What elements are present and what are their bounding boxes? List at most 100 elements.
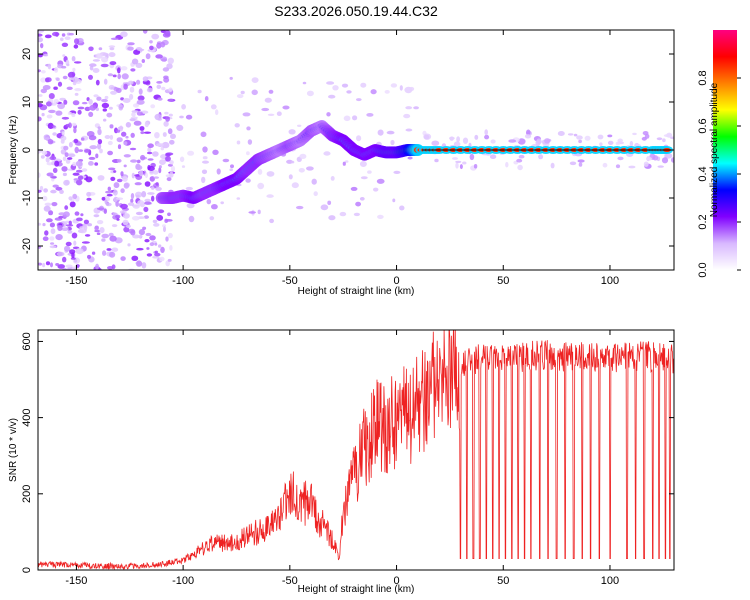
spectrogram-noise-cell	[39, 185, 44, 191]
spectrogram-noise-cell	[57, 224, 63, 231]
spectrogram-noise-cell	[95, 107, 99, 112]
spectrogram-noise-cell	[377, 129, 384, 136]
spectrogram-noise-cell	[140, 154, 146, 161]
spectrogram-noise-cell	[41, 112, 45, 117]
spectrogram-noise-cell	[81, 241, 90, 244]
spectrogram-noise-cell	[188, 215, 195, 223]
x-tick-label: -150	[65, 275, 87, 287]
spectrogram-noise-cell	[162, 32, 171, 38]
spectrogram-noise-cell	[73, 138, 79, 144]
spectrogram-noise-cell	[367, 170, 372, 174]
spectrogram-noise-cell	[136, 247, 144, 251]
spectrogram-noise-cell	[64, 245, 71, 252]
spectrogram-noise-cell	[47, 63, 52, 70]
spectrogram-noise-cell	[186, 202, 195, 209]
spectrogram-noise-cell	[170, 165, 176, 172]
spectrogram-noise-cell	[343, 115, 351, 122]
spectrogram-noise-cell	[51, 202, 58, 207]
spectrogram-noise-cell	[106, 248, 112, 251]
spectrogram-noise-cell	[149, 170, 154, 174]
spectrogram-noise-cell	[359, 161, 367, 167]
spectrogram-noise-cell	[96, 220, 104, 225]
spectrogram-noise-cell	[145, 232, 152, 237]
spectrogram-noise-cell	[109, 134, 114, 140]
spectrogram-noise-cell	[40, 155, 45, 159]
spectrogram-noise-cell	[129, 147, 137, 151]
colorbar-tick-label: 0.2	[697, 214, 709, 229]
spectrogram-noise-cell	[149, 242, 155, 247]
spectrogram-noise-cell	[484, 129, 489, 136]
spectrogram-noise-cell	[95, 79, 100, 86]
spectrogram-noise-cell	[109, 47, 115, 51]
spectrogram-noise-cell	[144, 198, 151, 203]
spectrogram-noise-cell	[152, 151, 159, 157]
spectrogram-noise-cell	[46, 218, 53, 223]
spectrogram-noise-cell	[38, 189, 42, 193]
spectrogram-noise-cell	[42, 223, 46, 227]
spectrogram-noise-cell	[99, 148, 103, 154]
spectrogram-noise-cell	[66, 63, 70, 67]
spectrogram-noise-cell	[407, 156, 413, 160]
spectrogram-noise-cell	[50, 189, 57, 194]
spectrogram-noise-cell	[96, 96, 102, 101]
spectrogram-noise-cell	[123, 154, 131, 158]
spectrogram-noise-cell	[130, 198, 134, 203]
spectrogram-noise-cell	[38, 116, 42, 122]
x-tick-label: -100	[172, 575, 194, 587]
spectrogram-noise-cell	[128, 80, 134, 85]
spectrogram-noise-cell	[656, 137, 663, 141]
spectrogram-noise-cell	[424, 134, 430, 140]
spectrogram-noise-cell	[122, 219, 129, 226]
spectrogram-noise-cell	[152, 219, 158, 224]
spectrogram-noise-cell	[229, 168, 233, 171]
spectrogram-noise-cell	[296, 205, 304, 210]
spectrogram-noise-cell	[151, 33, 160, 40]
spectrogram-noise-cell	[163, 121, 169, 127]
spectrogram-noise-cell	[168, 87, 173, 92]
spectrogram-noise-cell	[146, 151, 153, 155]
spectrogram-noise-cell	[120, 66, 128, 71]
spectrogram-noise-cell	[131, 58, 139, 65]
spectrogram-noise-cell	[167, 163, 173, 167]
spectrogram-noise-cell	[236, 140, 241, 145]
spectrogram-noise-cell	[247, 139, 253, 145]
spectrogram-noise-cell	[41, 150, 48, 155]
spectrogram-noise-cell	[103, 118, 107, 122]
spectrogram-noise-cell	[42, 262, 46, 268]
spectrogram-noise-cell	[125, 135, 129, 139]
colorbar-tick-label: 0.8	[697, 70, 709, 85]
spectrogram-noise-cell	[44, 34, 52, 39]
spectrogram-noise-cell	[48, 109, 56, 114]
spectrogram-noise-cell	[154, 252, 161, 257]
spectrogram-noise-cell	[106, 193, 113, 197]
spectrogram-noise-cell	[167, 212, 171, 217]
spectrogram-noise-cell	[578, 162, 583, 167]
spectrogram-noise-cell	[45, 77, 52, 83]
snr-frame	[37, 329, 675, 571]
spectrogram-noise-cell	[663, 134, 672, 138]
spectrogram-noise-cell	[72, 100, 80, 106]
spectrogram-noise-cell	[160, 41, 166, 48]
spectrogram-noise-cell	[146, 247, 150, 250]
spectrogram-noise-cell	[517, 164, 523, 171]
spectrogram-noise-cell	[390, 83, 398, 88]
spectrogram-noise-cell	[97, 175, 105, 181]
spectrogram-noise-cell	[50, 242, 55, 245]
spectrogram-noise-cell	[123, 164, 127, 168]
spectrogram-noise-cell	[144, 239, 150, 243]
spectrogram-noise-cell	[64, 205, 69, 210]
spectrogram-noise-cell	[288, 129, 296, 135]
spectrogram-noise-cell	[276, 111, 282, 116]
spectrogram-noise-cell	[632, 132, 637, 136]
spectrogram-noise-cell	[77, 109, 82, 115]
spectrogram-noise-cell	[54, 67, 59, 73]
spectrogram-noise-cell	[149, 235, 156, 241]
spectrogram-noise-cell	[72, 67, 76, 72]
spectrogram-noise-cell	[45, 261, 51, 266]
spectrogram-noise-cell	[74, 61, 82, 64]
spectrogram-noise-cell	[68, 153, 76, 158]
spectrogram-noise-cell	[109, 124, 114, 129]
spectrogram-noise-cell	[116, 137, 123, 143]
spectrogram-noise-cell	[95, 53, 103, 59]
spectrogram-noise-cell	[61, 116, 70, 120]
